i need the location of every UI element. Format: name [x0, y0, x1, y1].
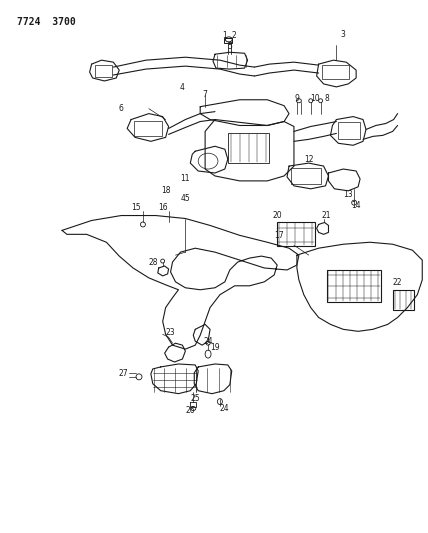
Bar — [95, 65, 112, 77]
Text: 13: 13 — [343, 190, 353, 199]
Text: 5: 5 — [227, 42, 232, 51]
Text: 10: 10 — [310, 94, 319, 103]
Bar — [291, 168, 321, 184]
Text: 20: 20 — [272, 211, 282, 220]
Text: 26: 26 — [185, 406, 195, 415]
Bar — [321, 65, 349, 79]
Text: 7724  3700: 7724 3700 — [17, 17, 75, 27]
Bar — [339, 122, 360, 139]
Text: 16: 16 — [158, 203, 167, 212]
Text: 8: 8 — [324, 94, 329, 103]
Text: 24: 24 — [203, 337, 213, 346]
Text: 6: 6 — [119, 104, 124, 113]
Text: 18: 18 — [161, 187, 170, 195]
Bar — [277, 222, 315, 246]
Text: 27: 27 — [119, 369, 128, 378]
Text: 21: 21 — [322, 211, 331, 220]
Text: 17: 17 — [274, 231, 284, 240]
Text: 14: 14 — [351, 201, 361, 210]
Text: 19: 19 — [210, 343, 220, 352]
Text: 15: 15 — [131, 203, 141, 212]
Bar — [224, 38, 232, 43]
Bar — [392, 290, 414, 310]
Bar — [134, 120, 162, 136]
Text: 4: 4 — [180, 83, 185, 92]
Text: 25: 25 — [190, 394, 200, 403]
Text: 12: 12 — [304, 155, 313, 164]
Text: 22: 22 — [393, 278, 402, 287]
Text: 9: 9 — [294, 94, 299, 103]
Text: 45: 45 — [181, 194, 190, 203]
Text: 11: 11 — [181, 174, 190, 183]
Text: 3: 3 — [341, 30, 346, 39]
Text: 24: 24 — [219, 404, 229, 413]
Bar — [228, 133, 269, 163]
Text: 2: 2 — [232, 31, 236, 40]
Text: 7: 7 — [203, 90, 208, 99]
Bar — [327, 270, 381, 302]
Text: 28: 28 — [148, 257, 158, 266]
Text: 23: 23 — [166, 328, 175, 337]
Text: 1: 1 — [223, 31, 227, 40]
